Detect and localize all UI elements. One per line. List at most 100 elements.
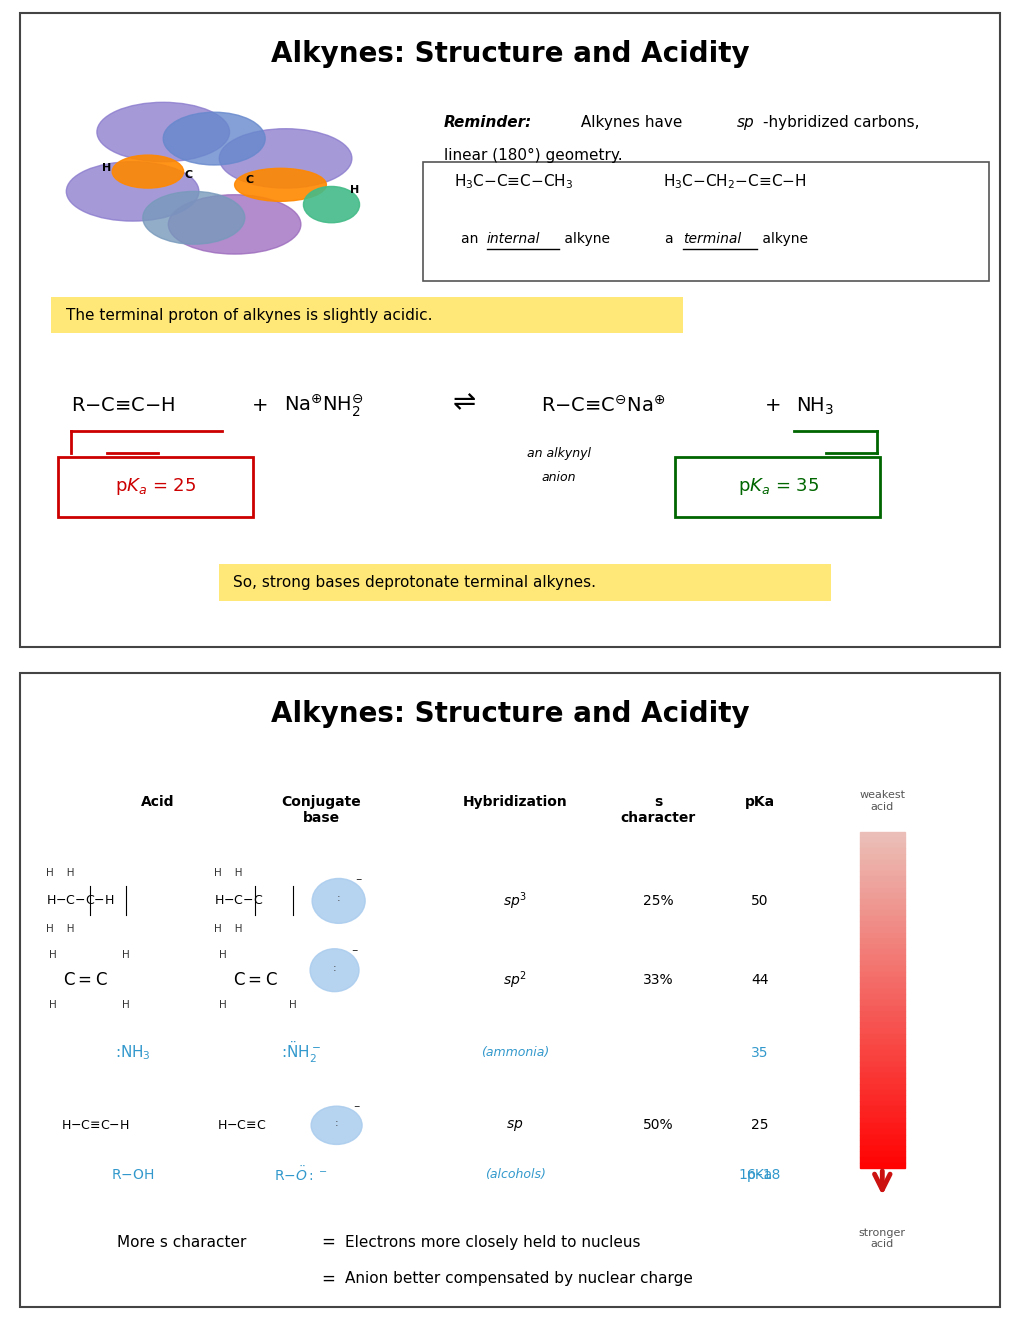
Bar xyxy=(859,1061,904,1067)
Text: H    H: H H xyxy=(214,869,243,878)
Bar xyxy=(859,927,904,932)
Bar xyxy=(859,939,904,944)
Text: 33%: 33% xyxy=(642,973,673,987)
Text: an alkynyl: an alkynyl xyxy=(527,447,590,459)
Text: 50: 50 xyxy=(750,894,768,908)
Ellipse shape xyxy=(219,129,352,189)
Text: H: H xyxy=(122,950,130,960)
Text: :: : xyxy=(332,964,336,973)
Text: C$=$C: C$=$C xyxy=(232,972,277,989)
Bar xyxy=(859,983,904,989)
FancyBboxPatch shape xyxy=(675,457,879,516)
Text: $sp^3$: $sp^3$ xyxy=(502,890,527,912)
Text: alkyne: alkyne xyxy=(559,232,609,246)
Bar xyxy=(859,1129,904,1134)
Text: linear (180°) geometry.: linear (180°) geometry. xyxy=(443,148,622,162)
Bar xyxy=(859,1084,904,1090)
Bar xyxy=(859,1028,904,1034)
Bar xyxy=(859,1022,904,1028)
Text: $^{-}$: $^{-}$ xyxy=(351,949,359,958)
Text: alkyne: alkyne xyxy=(757,232,807,246)
Text: H: H xyxy=(219,1001,227,1010)
Bar xyxy=(859,882,904,887)
Text: :$\rm\ddot{N}$H$_2^-$: :$\rm\ddot{N}$H$_2^-$ xyxy=(280,1040,321,1065)
Text: :NH$_3$: :NH$_3$ xyxy=(115,1043,150,1063)
Text: H: H xyxy=(288,1001,297,1010)
Bar xyxy=(859,949,904,956)
Bar xyxy=(859,944,904,949)
Text: H: H xyxy=(102,164,112,173)
Bar xyxy=(859,1118,904,1123)
Text: R$-$C≡C$-$H: R$-$C≡C$-$H xyxy=(71,396,175,416)
Text: H: H xyxy=(49,1001,57,1010)
Ellipse shape xyxy=(66,162,199,222)
Ellipse shape xyxy=(311,1106,362,1144)
Bar xyxy=(859,1016,904,1022)
Bar xyxy=(859,871,904,876)
Text: Hybridization: Hybridization xyxy=(463,795,567,809)
Text: 16–18: 16–18 xyxy=(738,1168,781,1181)
Bar xyxy=(859,1096,904,1101)
Bar xyxy=(859,1034,904,1039)
Bar xyxy=(859,843,904,849)
Bar xyxy=(859,977,904,983)
Text: Alkynes: Structure and Acidity: Alkynes: Structure and Acidity xyxy=(270,40,749,67)
Text: $^{-}$: $^{-}$ xyxy=(355,878,363,887)
Text: H: H xyxy=(122,1001,130,1010)
Bar xyxy=(859,1134,904,1140)
Text: 35: 35 xyxy=(750,1045,768,1060)
Bar xyxy=(859,859,904,866)
Text: Alkynes: Structure and Acidity: Alkynes: Structure and Acidity xyxy=(270,700,749,727)
Ellipse shape xyxy=(310,949,359,991)
Text: =: = xyxy=(321,1270,335,1287)
Bar xyxy=(859,1090,904,1096)
Bar xyxy=(859,904,904,911)
Text: ⇌: ⇌ xyxy=(452,388,475,417)
Text: p$K_a$ = 35: p$K_a$ = 35 xyxy=(737,477,818,496)
Bar xyxy=(859,1067,904,1073)
Ellipse shape xyxy=(97,103,229,162)
Bar xyxy=(859,1146,904,1151)
Text: Conjugate
base: Conjugate base xyxy=(281,795,361,825)
Text: H    H: H H xyxy=(46,924,74,933)
Bar xyxy=(859,1056,904,1061)
Text: R$-\ddot{O}{:}^-$: R$-\ddot{O}{:}^-$ xyxy=(274,1166,327,1184)
Bar xyxy=(859,1101,904,1106)
Bar xyxy=(859,1078,904,1084)
Bar xyxy=(51,297,683,333)
Bar xyxy=(859,1006,904,1011)
Bar xyxy=(859,1140,904,1146)
Text: pKa: pKa xyxy=(746,1168,772,1181)
Bar xyxy=(859,966,904,972)
Bar xyxy=(859,837,904,843)
Text: H$-$C$-$C: H$-$C$-$C xyxy=(214,895,263,907)
Text: (ammonia): (ammonia) xyxy=(481,1047,548,1059)
Ellipse shape xyxy=(312,879,365,924)
Bar xyxy=(859,899,904,904)
Bar xyxy=(859,876,904,882)
Bar xyxy=(859,832,904,837)
Text: R$-$C≡C$^{\ominus}$Na$^{\oplus}$: R$-$C≡C$^{\ominus}$Na$^{\oplus}$ xyxy=(540,396,664,416)
Text: :: : xyxy=(336,892,340,903)
Bar xyxy=(859,887,904,894)
Bar xyxy=(859,1163,904,1168)
Bar xyxy=(859,1151,904,1156)
Text: +: + xyxy=(764,396,781,416)
Text: sp: sp xyxy=(736,115,753,129)
Text: H$_3$C$-$C≡C$-$CH$_3$: H$_3$C$-$C≡C$-$CH$_3$ xyxy=(453,172,573,191)
Bar xyxy=(859,972,904,977)
Text: $sp$: $sp$ xyxy=(505,1118,524,1133)
Bar xyxy=(859,894,904,899)
Text: a: a xyxy=(664,232,678,246)
Bar xyxy=(859,849,904,854)
Text: Alkynes have: Alkynes have xyxy=(576,115,687,129)
Text: (alcohols): (alcohols) xyxy=(484,1168,545,1181)
Bar xyxy=(859,1001,904,1006)
Bar xyxy=(859,1045,904,1051)
FancyBboxPatch shape xyxy=(423,162,988,281)
Bar xyxy=(859,921,904,927)
Text: 50%: 50% xyxy=(642,1118,673,1133)
Text: 25%: 25% xyxy=(642,894,673,908)
Bar xyxy=(859,854,904,859)
Text: Na$^{\oplus}$NH$_2^{\ominus}$: Na$^{\oplus}$NH$_2^{\ominus}$ xyxy=(283,393,363,418)
